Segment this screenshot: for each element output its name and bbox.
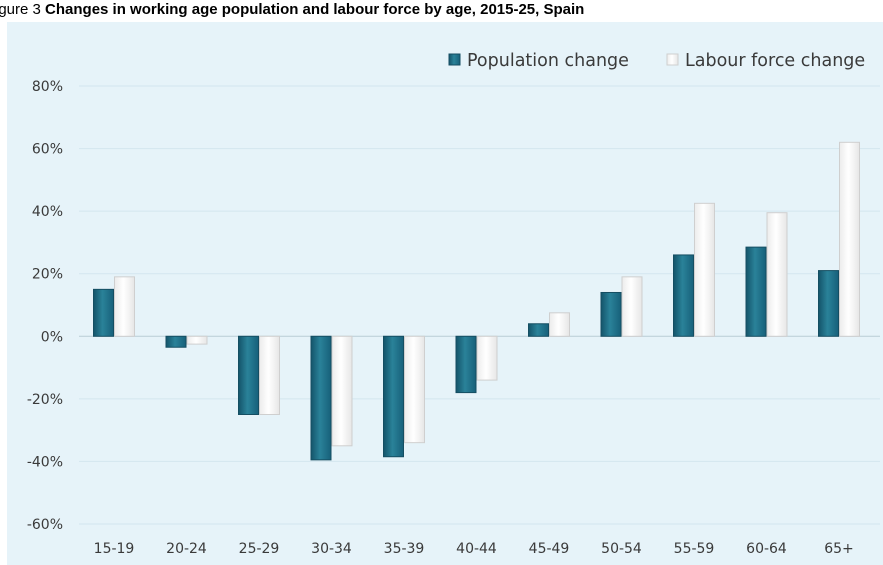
- population-legend-swatch: [448, 53, 461, 66]
- y-tick-label: 80%: [32, 79, 63, 95]
- x-tick-label: 40-44: [456, 541, 497, 557]
- labour-force-change-bar: [404, 335, 425, 444]
- x-axis-tick-labels: 15-19 20-24 25-29 30-34 35-39 40-44 45-49 50-54…: [94, 541, 854, 557]
- x-tick-label: 45-49: [529, 541, 570, 557]
- legend: Population change Labour force change: [448, 51, 865, 71]
- bar-chart: -60% -40% -20% 0% 20% 40% 60% 80% 15-19 20-24 25-…: [27, 51, 880, 557]
- labour-force-change-bar: [549, 312, 570, 337]
- x-tick-label: 65+: [824, 541, 854, 557]
- x-tick-label: 15-19: [94, 541, 135, 557]
- y-tick-label: -60%: [27, 517, 63, 533]
- population-change-bar: [818, 270, 839, 337]
- x-tick-label: 20-24: [166, 541, 207, 557]
- y-tick-label: -20%: [27, 392, 63, 408]
- y-axis-tick-labels: -60% -40% -20% 0% 20% 40% 60% 80%: [27, 79, 63, 533]
- population-change-bar: [600, 291, 622, 337]
- labour-force-change-bar: [259, 335, 280, 415]
- y-tick-label: 0%: [41, 329, 63, 345]
- labour-force-change-bar: [476, 335, 498, 381]
- chart-panel: -60% -40% -20% 0% 20% 40% 60% 80% 15-19 20-24 25-…: [7, 22, 883, 565]
- labour-force-legend-label: Labour force change: [685, 51, 865, 71]
- x-tick-label: 25-29: [239, 541, 280, 557]
- population-change-bar: [383, 335, 404, 458]
- population-change-bar: [93, 288, 114, 337]
- x-tick-label: 30-34: [311, 541, 352, 557]
- caption-prefix: igure 3: [0, 1, 46, 18]
- figure-caption: igure 3 Changes in working age populatio…: [0, 0, 883, 20]
- labour-force-change-bar: [766, 212, 788, 337]
- y-tick-label: 60%: [32, 142, 63, 158]
- population-legend-label: Population change: [467, 51, 629, 71]
- y-tick-label: 20%: [32, 267, 63, 283]
- labour-force-legend-swatch: [666, 53, 679, 66]
- labour-force-change-bar: [839, 141, 860, 337]
- population-change-bar: [310, 335, 332, 461]
- gridlines: [79, 85, 880, 525]
- x-tick-label: 35-39: [384, 541, 425, 557]
- y-tick-label: -40%: [27, 454, 63, 470]
- x-tick-label: 55-59: [674, 541, 715, 557]
- x-tick-label: 60-64: [746, 541, 787, 557]
- labour-force-change-bar: [694, 202, 715, 337]
- bars: [93, 141, 860, 461]
- y-tick-label: 40%: [32, 204, 63, 220]
- labour-force-change-bar: [114, 276, 135, 337]
- labour-force-change-bar: [186, 335, 208, 345]
- population-change-bar: [528, 323, 549, 337]
- caption-title: Changes in working age population and la…: [45, 1, 585, 18]
- labour-force-change-bar: [331, 335, 353, 447]
- population-change-bar: [165, 335, 187, 348]
- population-change-bar: [238, 335, 259, 415]
- population-change-bar: [673, 254, 694, 337]
- population-change-bar: [455, 335, 477, 394]
- population-change-bar: [745, 246, 767, 337]
- labour-force-change-bar: [621, 276, 643, 337]
- x-tick-label: 50-54: [601, 541, 642, 557]
